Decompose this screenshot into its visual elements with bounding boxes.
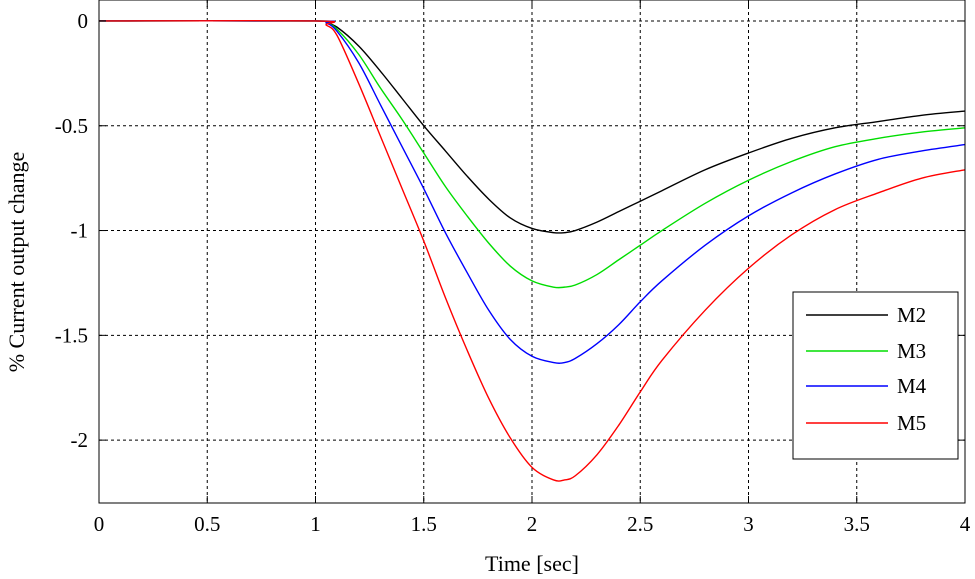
y-tick-label: -2 (71, 428, 89, 452)
x-tick-label: 4 (960, 512, 971, 536)
legend-label-m2: M2 (897, 303, 926, 327)
y-tick-label: -1 (71, 219, 89, 243)
y-tick-label: -1.5 (55, 323, 88, 347)
legend-items: M2 M3 M4 M5 (806, 303, 927, 435)
x-tick-labels: 0 0.5 1 1.5 2 2.5 3 3.5 4 (94, 512, 971, 536)
x-tick-label: 1.5 (411, 512, 437, 536)
y-tick-label: 0 (78, 9, 89, 33)
legend-label-m3: M3 (897, 339, 926, 363)
y-tick-label: -0.5 (55, 114, 88, 138)
x-tick-label: 0 (94, 512, 105, 536)
series-lines (98, 19, 966, 482)
x-tick-label: 0.5 (194, 512, 220, 536)
x-axis-label: Time [sec] (485, 551, 579, 576)
x-tick-label: 3 (743, 512, 754, 536)
x-tick-label: 2.5 (627, 512, 653, 536)
series-line-m5 (98, 19, 966, 482)
series-line-m3 (98, 20, 966, 289)
tick-marks (98, 0, 966, 503)
series-line-m2 (98, 20, 966, 234)
x-tick-label: 2 (527, 512, 538, 536)
x-tick-label: 3.5 (844, 512, 870, 536)
series-line-m4 (98, 20, 966, 364)
legend-label-m5: M5 (897, 411, 926, 435)
x-tick-label: 1 (310, 512, 321, 536)
legend-box (792, 291, 959, 460)
y-axis-label: % Current output change (4, 152, 29, 373)
legend: M2 M3 M4 M5 (792, 291, 959, 460)
y-tick-labels: 0 -0.5 -1 -1.5 -2 (55, 9, 88, 452)
legend-label-m4: M4 (897, 374, 927, 398)
